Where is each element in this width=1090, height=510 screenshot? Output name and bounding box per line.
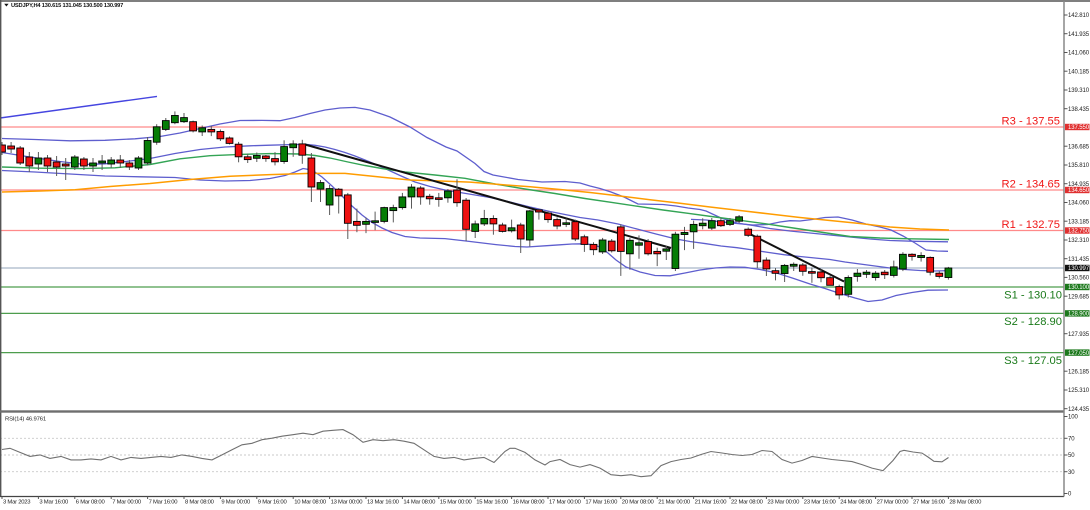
svg-text:0: 0 <box>1068 492 1072 498</box>
svg-text:14 Mar 08:00: 14 Mar 08:00 <box>403 500 436 506</box>
svg-text:3 Mar 2023: 3 Mar 2023 <box>3 500 31 506</box>
svg-text:6 Mar 08:00: 6 Mar 08:00 <box>76 500 106 506</box>
svg-text:141.060: 141.060 <box>1068 51 1090 57</box>
svg-text:USDJPY,H4 130.615 131.045 130: USDJPY,H4 130.615 131.045 130.500 130.99… <box>11 3 123 9</box>
svg-text:131.435: 131.435 <box>1068 257 1090 263</box>
svg-text:15 Mar 16:00: 15 Mar 16:00 <box>476 500 509 506</box>
svg-text:R3 - 137.55: R3 - 137.55 <box>1002 116 1060 128</box>
svg-text:27 Mar 16:00: 27 Mar 16:00 <box>913 500 946 506</box>
svg-text:13 Mar 16:00: 13 Mar 16:00 <box>367 500 400 506</box>
svg-text:S1 - 130.10: S1 - 130.10 <box>1004 290 1062 302</box>
svg-text:23 Mar 00:00: 23 Mar 00:00 <box>767 500 800 506</box>
svg-text:10 Mar 08:00: 10 Mar 08:00 <box>294 500 327 506</box>
svg-text:R2 - 134.65: R2 - 134.65 <box>1002 179 1060 191</box>
svg-text:17 Mar 16:00: 17 Mar 16:00 <box>585 500 618 506</box>
svg-text:138.435: 138.435 <box>1068 107 1090 113</box>
svg-text:7 Mar 16:00: 7 Mar 16:00 <box>149 500 179 506</box>
svg-text:128.900: 128.900 <box>1068 312 1090 318</box>
svg-text:28 Mar 08:00: 28 Mar 08:00 <box>949 500 982 506</box>
svg-text:134.060: 134.060 <box>1068 201 1090 207</box>
svg-text:136.685: 136.685 <box>1068 144 1090 150</box>
svg-text:127.935: 127.935 <box>1068 332 1090 338</box>
svg-text:22 Mar 08:00: 22 Mar 08:00 <box>731 500 764 506</box>
svg-text:132.750: 132.750 <box>1068 229 1090 235</box>
svg-text:127.050: 127.050 <box>1068 351 1090 357</box>
svg-text:137.550: 137.550 <box>1068 125 1090 131</box>
svg-text:7 Mar 00:00: 7 Mar 00:00 <box>112 500 142 506</box>
svg-text:141.935: 141.935 <box>1068 32 1090 38</box>
svg-text:24 Mar 08:00: 24 Mar 08:00 <box>840 500 873 506</box>
svg-text:9 Mar 16:00: 9 Mar 16:00 <box>258 500 288 506</box>
svg-text:8 Mar 08:00: 8 Mar 08:00 <box>185 500 215 506</box>
svg-text:RSI(14) 46.9761: RSI(14) 46.9761 <box>5 416 46 422</box>
svg-text:139.310: 139.310 <box>1068 88 1090 94</box>
svg-text:S2 - 128.90: S2 - 128.90 <box>1004 316 1062 328</box>
svg-text:100: 100 <box>1068 415 1078 421</box>
svg-text:125.310: 125.310 <box>1068 388 1090 394</box>
svg-text:135.810: 135.810 <box>1068 163 1090 169</box>
svg-text:21 Mar 00:00: 21 Mar 00:00 <box>658 500 691 506</box>
svg-text:30: 30 <box>1068 470 1075 476</box>
svg-text:130.997: 130.997 <box>1068 266 1090 272</box>
svg-text:16 Mar 08:00: 16 Mar 08:00 <box>513 500 546 506</box>
svg-text:21 Mar 16:00: 21 Mar 16:00 <box>695 500 728 506</box>
svg-text:142.810: 142.810 <box>1068 13 1090 19</box>
svg-text:132.310: 132.310 <box>1068 238 1090 244</box>
svg-text:126.185: 126.185 <box>1068 369 1090 375</box>
svg-text:129.685: 129.685 <box>1068 294 1090 300</box>
svg-text:134.650: 134.650 <box>1068 188 1090 194</box>
svg-text:20 Mar 08:00: 20 Mar 08:00 <box>622 500 655 506</box>
svg-text:133.185: 133.185 <box>1068 219 1090 225</box>
svg-text:15 Mar 00:00: 15 Mar 00:00 <box>440 500 473 506</box>
svg-text:130.560: 130.560 <box>1068 276 1090 282</box>
svg-text:130.100: 130.100 <box>1068 285 1090 291</box>
svg-text:50: 50 <box>1068 453 1075 459</box>
svg-text:R1 - 132.75: R1 - 132.75 <box>1002 219 1060 231</box>
svg-text:27 Mar 00:00: 27 Mar 00:00 <box>877 500 910 506</box>
svg-text:9 Mar 00:00: 9 Mar 00:00 <box>221 500 251 506</box>
svg-text:140.185: 140.185 <box>1068 69 1090 75</box>
svg-text:134.935: 134.935 <box>1068 182 1090 188</box>
svg-text:13 Mar 00:00: 13 Mar 00:00 <box>331 500 364 506</box>
svg-text:70: 70 <box>1068 437 1075 443</box>
svg-text:S3 - 127.05: S3 - 127.05 <box>1004 355 1062 367</box>
svg-text:23 Mar 16:00: 23 Mar 16:00 <box>804 500 837 506</box>
svg-text:3 Mar 16:00: 3 Mar 16:00 <box>39 500 69 506</box>
svg-text:17 Mar 00:00: 17 Mar 00:00 <box>549 500 582 506</box>
svg-text:124.435: 124.435 <box>1068 407 1090 413</box>
